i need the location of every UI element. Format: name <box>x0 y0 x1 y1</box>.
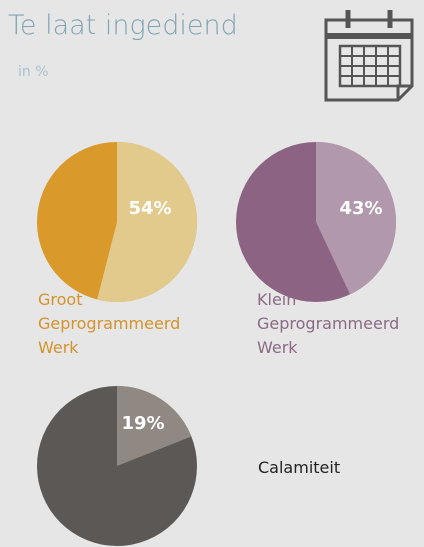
value-label: 54% <box>128 198 171 219</box>
pie-slice <box>97 142 197 302</box>
pie-slice <box>117 386 192 466</box>
calendar-icon <box>324 10 414 102</box>
title: Te laat ingediend <box>8 10 238 41</box>
value-label: 19% <box>121 413 164 434</box>
pie-slice <box>316 142 397 295</box>
subtitle: in % <box>18 64 49 80</box>
pie-label: Groot Geprogrammeerd Werk <box>38 290 181 357</box>
pie-label: Klein Geprogrammeerd Werk <box>257 290 400 357</box>
value-label: 43% <box>339 198 382 219</box>
pie-label: Calamiteit <box>258 458 341 477</box>
